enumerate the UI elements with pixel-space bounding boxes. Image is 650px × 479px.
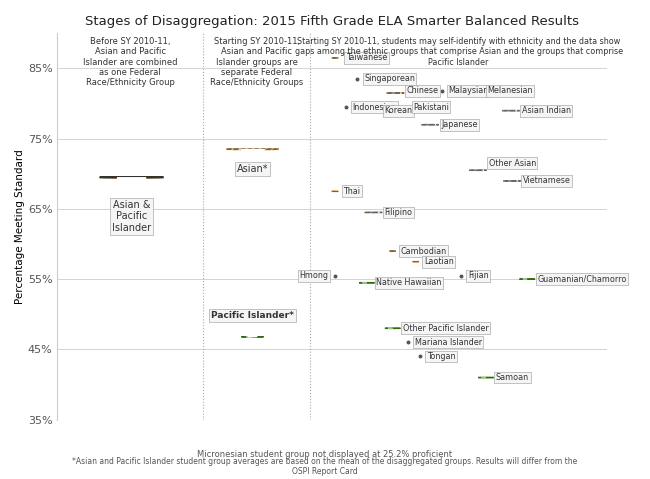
Text: Pakistani: Pakistani <box>413 103 449 112</box>
Text: Indonesian: Indonesian <box>352 103 396 112</box>
Polygon shape <box>248 326 257 337</box>
Text: Asian Indian: Asian Indian <box>522 106 571 115</box>
Text: Chinese: Chinese <box>406 86 438 95</box>
Text: Asian*: Asian* <box>237 164 268 174</box>
Text: Malaysian: Malaysian <box>448 86 489 95</box>
Text: Vietnamese: Vietnamese <box>523 176 571 185</box>
Text: Micronesian student group not displayed at 25.2% proficient: Micronesian student group not displayed … <box>198 450 452 459</box>
Point <box>456 272 467 280</box>
Text: Mariana Islander: Mariana Islander <box>415 338 482 347</box>
Text: Native Hawaiian: Native Hawaiian <box>376 278 441 287</box>
Point <box>401 103 411 111</box>
Polygon shape <box>117 178 146 202</box>
Text: Starting SY 2010-11, students may self-identify with ethnicity and the data show: Starting SY 2010-11, students may self-i… <box>294 37 623 67</box>
Text: Singaporean: Singaporean <box>364 75 415 83</box>
Text: Japanese: Japanese <box>441 120 478 129</box>
Text: Korean: Korean <box>384 106 412 115</box>
Text: Laotian: Laotian <box>424 257 454 266</box>
Text: Other Pacific Islander: Other Pacific Islander <box>402 324 488 333</box>
Text: Guamanian/Chamorro: Guamanian/Chamorro <box>537 274 627 284</box>
Point <box>475 87 486 95</box>
Text: Melanesian: Melanesian <box>487 86 532 95</box>
Point <box>437 87 447 95</box>
Text: Filipino: Filipino <box>384 208 412 217</box>
Text: Other Asian: Other Asian <box>489 159 536 168</box>
Text: Thai: Thai <box>343 187 360 196</box>
Polygon shape <box>240 149 265 160</box>
Text: Asian &
Pacific
Islander: Asian & Pacific Islander <box>112 200 151 233</box>
Y-axis label: Percentage Meeting Standard: Percentage Meeting Standard <box>15 149 25 304</box>
Title: Stages of Disaggregation: 2015 Fifth Grade ELA Smarter Balanced Results: Stages of Disaggregation: 2015 Fifth Gra… <box>85 15 579 28</box>
Text: Hmong: Hmong <box>299 271 328 280</box>
Point <box>352 75 362 83</box>
Point <box>341 103 351 111</box>
Text: Samoan: Samoan <box>496 373 529 382</box>
Text: Starting SY 2010-11,
Asian and Pacific
Islander groups are
separate Federal
Race: Starting SY 2010-11, Asian and Pacific I… <box>210 37 304 88</box>
Point <box>403 339 413 346</box>
Point <box>415 353 425 360</box>
Text: Cambodian: Cambodian <box>401 247 447 256</box>
Circle shape <box>99 177 163 178</box>
Text: Before SY 2010-11,
Asian and Pacific
Islander are combined
as one Federal
Race/E: Before SY 2010-11, Asian and Pacific Isl… <box>83 37 177 88</box>
Point <box>330 272 340 280</box>
Text: Taiwanese: Taiwanese <box>346 54 387 62</box>
Text: Tongan: Tongan <box>426 352 455 361</box>
Text: *Asian and Pacific Islander student group averages are based on the mean of the : *Asian and Pacific Islander student grou… <box>72 457 578 476</box>
Text: Fijian: Fijian <box>468 271 489 280</box>
Text: Pacific Islander*: Pacific Islander* <box>211 311 294 320</box>
